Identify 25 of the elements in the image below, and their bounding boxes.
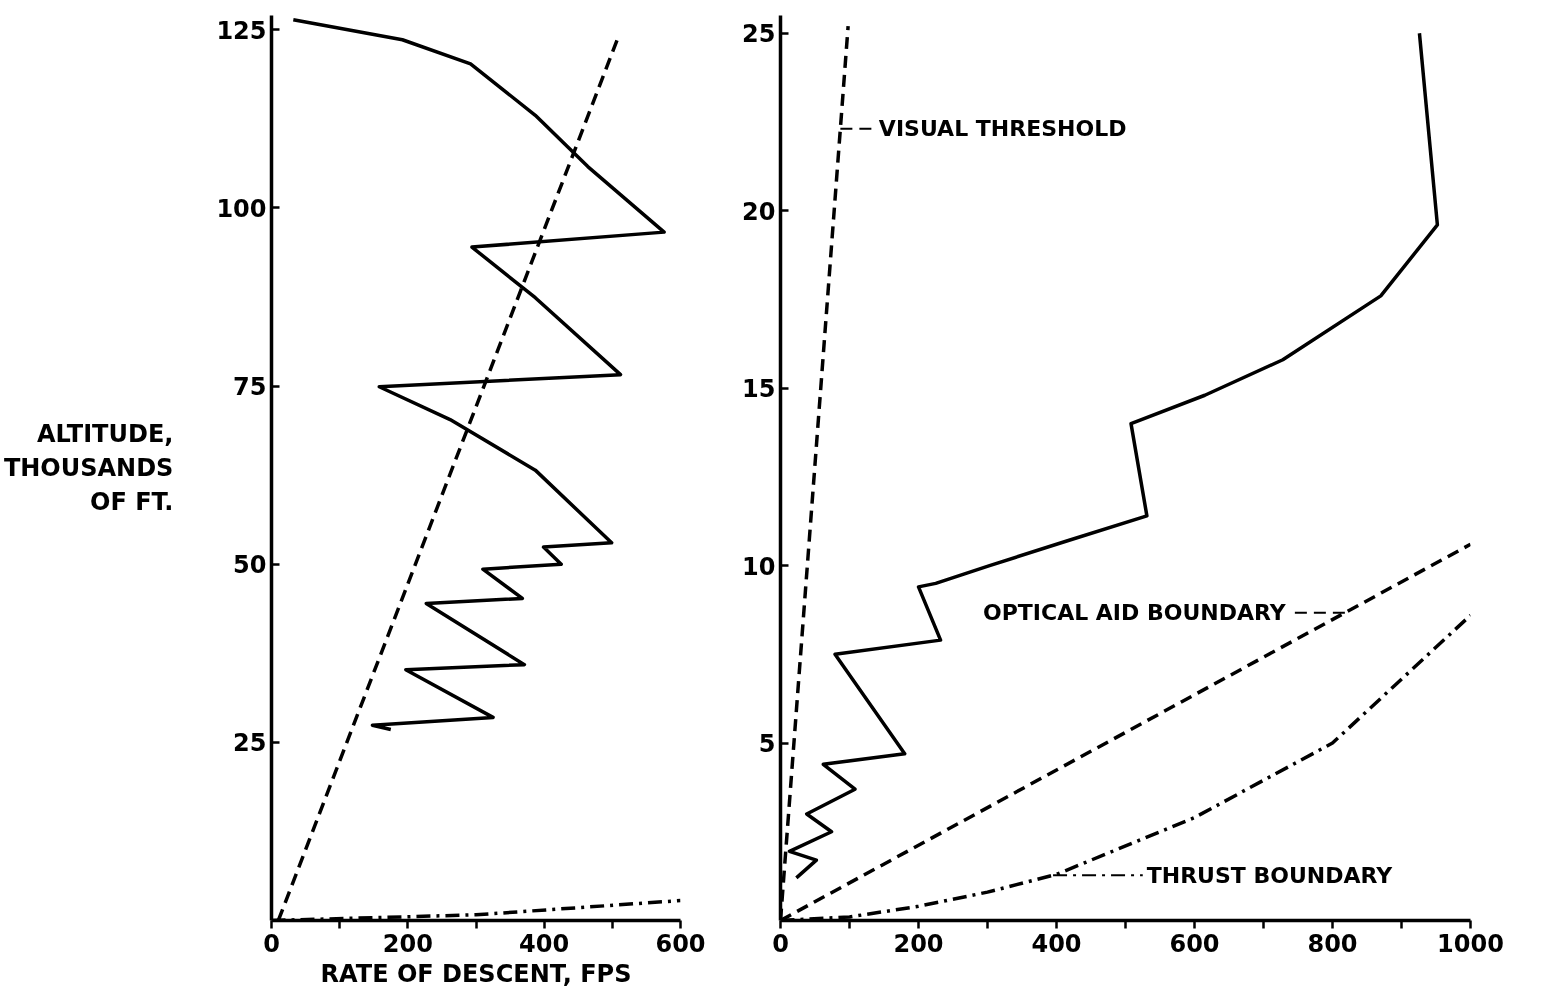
- series-label: OPTICAL AID BOUNDARY: [982, 600, 1287, 626]
- x-tick-label: 400: [519, 929, 570, 958]
- x-tick-label: 800: [1307, 929, 1358, 958]
- y-tick-label: 25: [233, 729, 267, 758]
- x-tick-label: 600: [1169, 929, 1220, 958]
- x-tick-label: 600: [655, 929, 706, 958]
- legend-label: VISUAL THRESHOLD: [878, 116, 1127, 142]
- y-tick-label: 50: [233, 551, 267, 580]
- x-tick-label: 400: [1031, 929, 1082, 958]
- x-tick-label: 0: [263, 929, 280, 958]
- y-tick-label: 25: [742, 20, 776, 49]
- y-tick-label: 125: [216, 16, 267, 45]
- x-tick-label: 200: [382, 929, 433, 958]
- y-tick-label: 20: [742, 197, 776, 226]
- x-axis-title: RATE OF DESCENT, FPS: [320, 959, 632, 988]
- y-tick-label: 75: [233, 373, 267, 402]
- y-tick-label: 100: [216, 194, 267, 223]
- y-axis-title: ALTITUDE, THOUSANDS OF FT.: [3, 420, 174, 516]
- y-tick-label: 10: [742, 552, 776, 581]
- y-tick-label: 5: [758, 730, 776, 759]
- x-tick-label: 200: [893, 929, 944, 958]
- legend-label: THRUST BOUNDARY: [1146, 862, 1394, 888]
- y-tick-label: 15: [742, 375, 776, 404]
- x-tick-label: 1000: [1437, 929, 1504, 958]
- x-tick-label: 0: [772, 929, 789, 958]
